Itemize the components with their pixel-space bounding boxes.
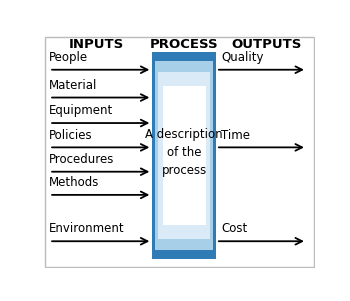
Text: Methods: Methods bbox=[49, 176, 99, 189]
Bar bbox=[152, 52, 216, 259]
Text: PROCESS: PROCESS bbox=[150, 38, 218, 51]
Text: Material: Material bbox=[49, 79, 98, 92]
Bar bbox=[155, 61, 213, 250]
Text: A description
of the
process: A description of the process bbox=[146, 128, 223, 176]
Text: Equipment: Equipment bbox=[49, 104, 113, 117]
Text: Cost: Cost bbox=[222, 222, 248, 235]
Text: Time: Time bbox=[222, 129, 250, 141]
Text: Quality: Quality bbox=[222, 51, 264, 64]
Text: Policies: Policies bbox=[49, 129, 93, 141]
Bar bbox=[158, 72, 210, 239]
Text: Environment: Environment bbox=[49, 222, 125, 235]
Text: INPUTS: INPUTS bbox=[69, 38, 124, 51]
Bar bbox=[162, 86, 206, 225]
Text: Procedures: Procedures bbox=[49, 153, 114, 166]
Text: OUTPUTS: OUTPUTS bbox=[231, 38, 301, 51]
Text: People: People bbox=[49, 51, 88, 64]
